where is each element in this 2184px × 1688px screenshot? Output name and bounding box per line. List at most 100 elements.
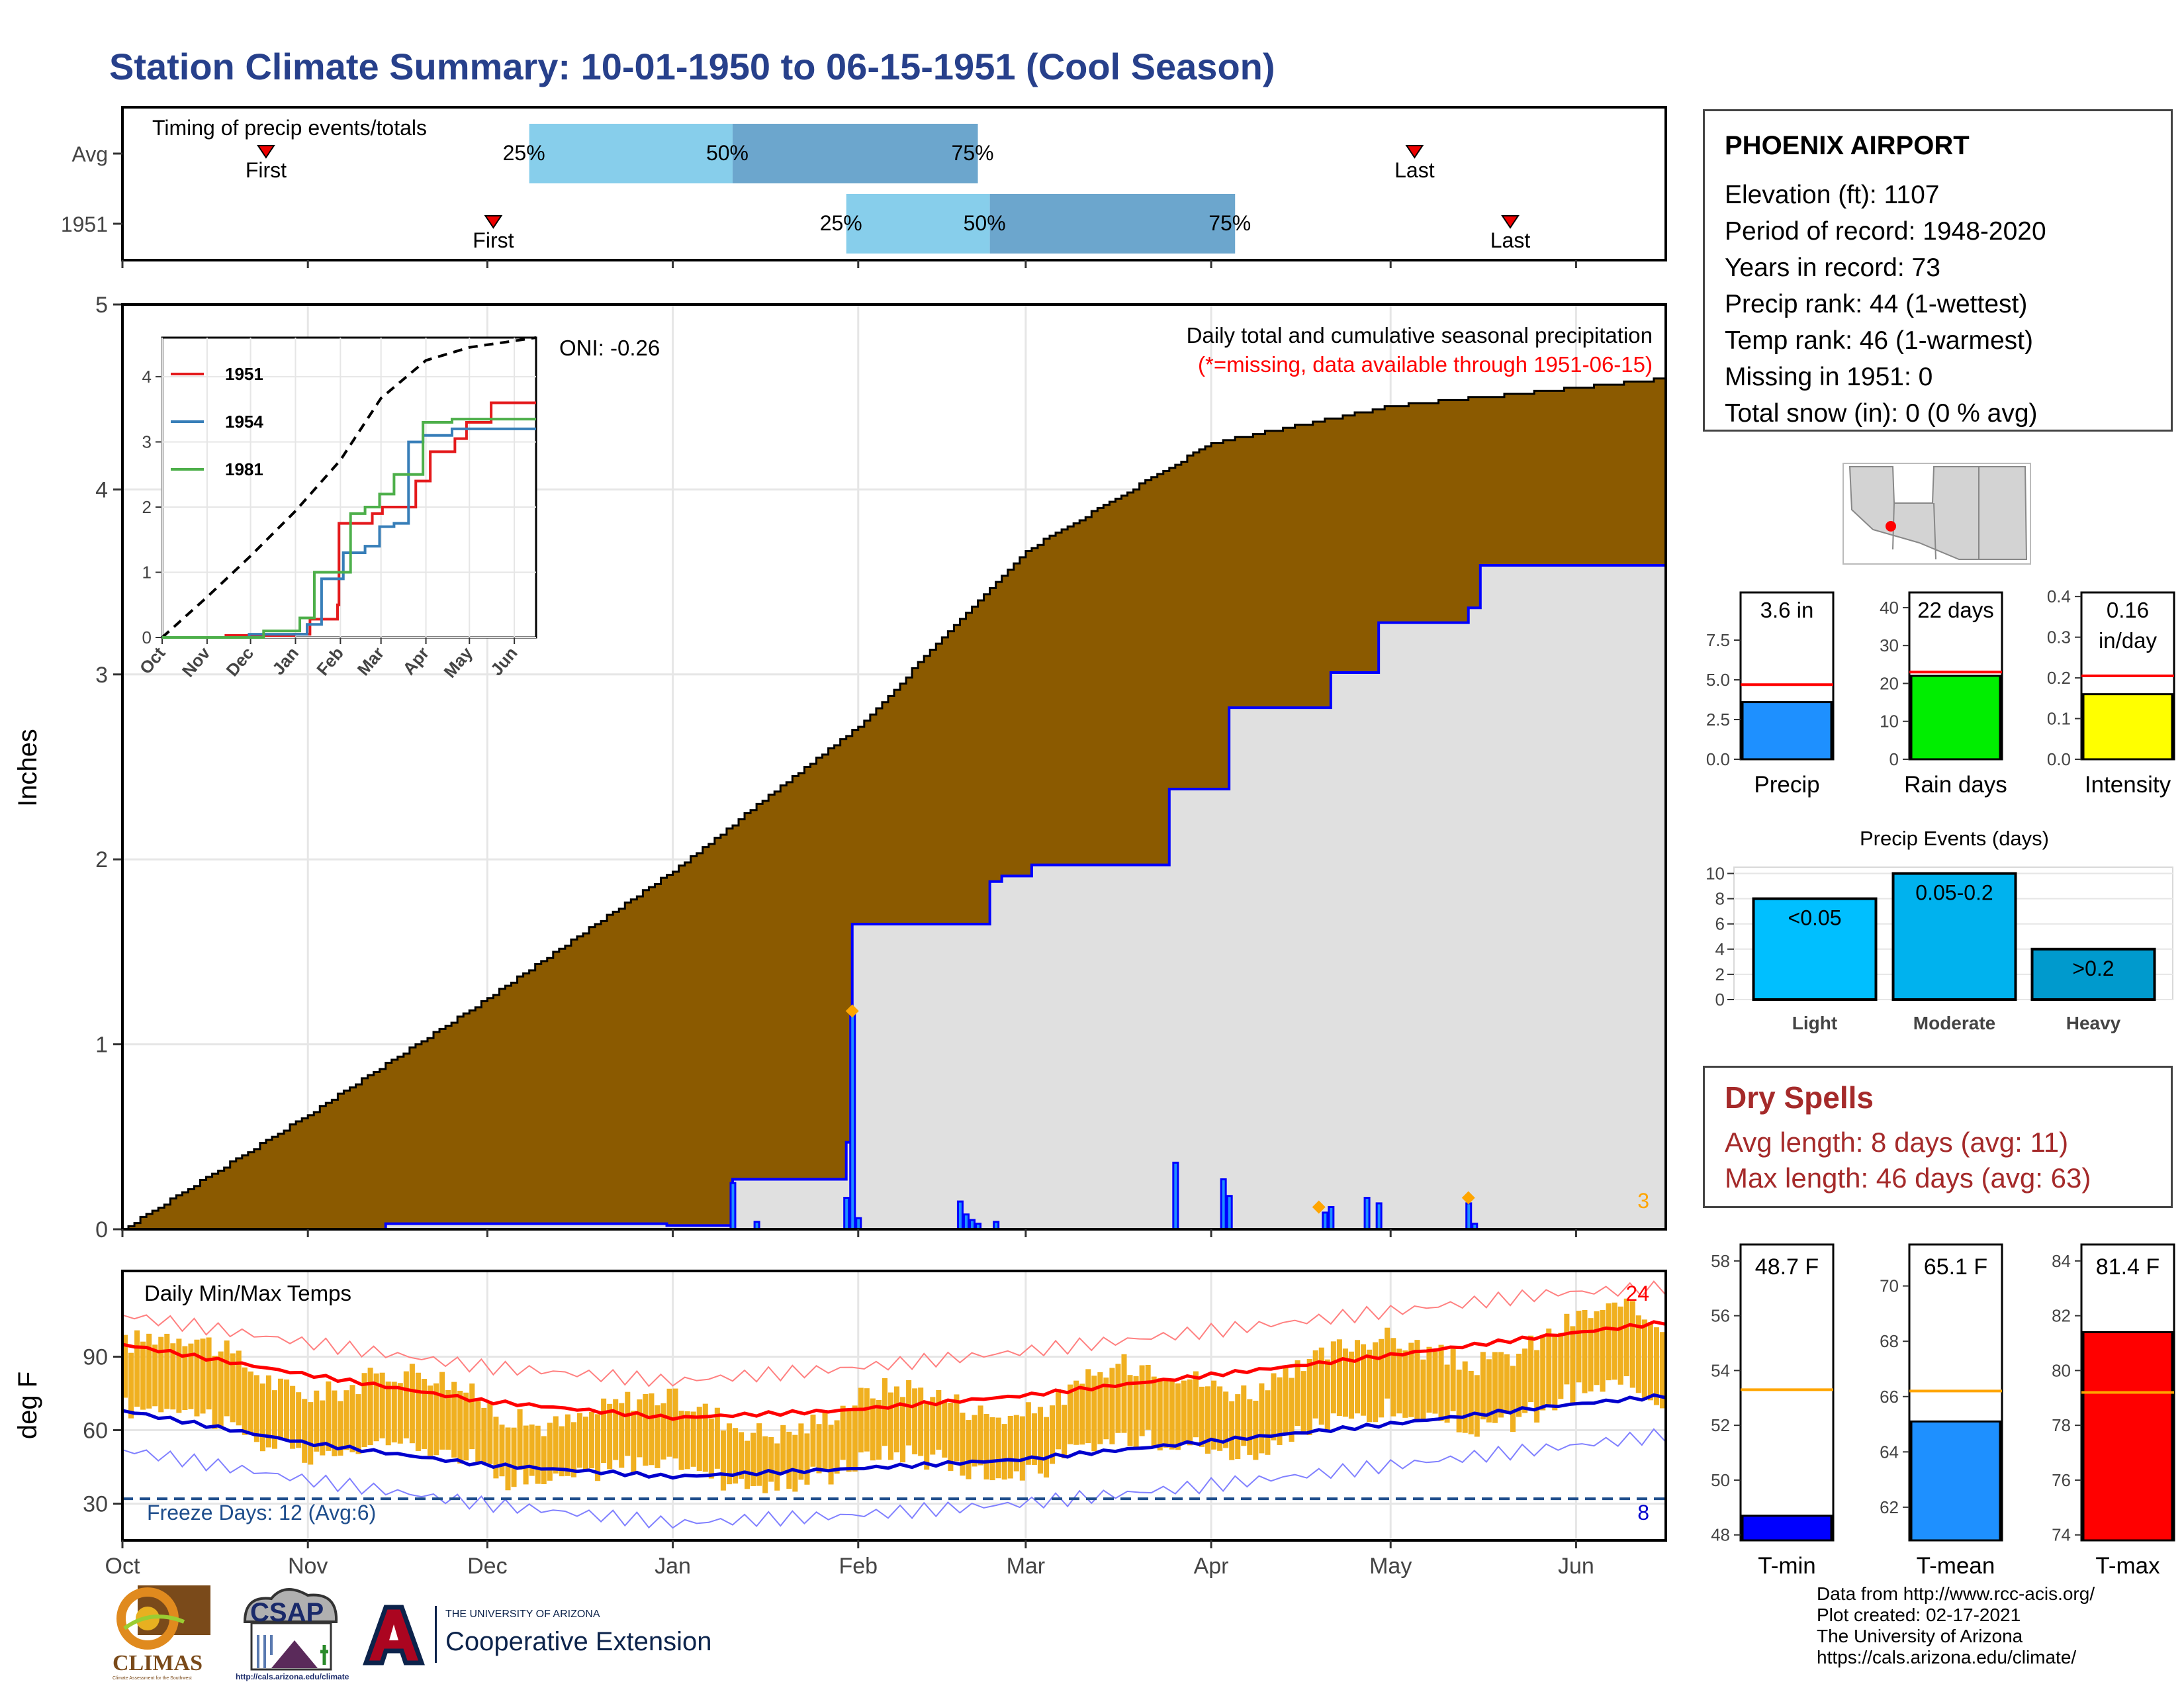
daily-temp-bar <box>1456 1370 1462 1432</box>
first-event-label: First <box>246 158 287 182</box>
daily-temp-bar <box>379 1372 385 1438</box>
daily-temp-bar <box>1564 1313 1570 1385</box>
daily-temp-bar <box>858 1387 864 1453</box>
month-label-Dec: Dec <box>467 1554 507 1579</box>
daily-temp-bar <box>1522 1348 1528 1413</box>
timing-label-50pct: 50% <box>706 141 749 165</box>
inset-ytick-label: 2 <box>142 497 152 517</box>
month-label-Nov: Nov <box>288 1554 328 1579</box>
temp-mean-ytick-label: 64 <box>1880 1442 1899 1462</box>
daily-temp-bar <box>1540 1335 1546 1411</box>
footer-data-source: Data from http://www.rcc-acis.org/ <box>1817 1583 2095 1604</box>
daily-temp-bar <box>308 1402 314 1465</box>
daily-temp-bar <box>1510 1366 1516 1432</box>
daily-temp-bar <box>170 1343 176 1410</box>
stat-bar-Precip <box>1741 701 1833 761</box>
temp-mean-ytick-label: 56 <box>1711 1306 1730 1326</box>
inset-legend-label-1951: 1951 <box>225 364 263 384</box>
daily-temp-bar <box>529 1424 535 1476</box>
daily-temp-bar <box>230 1353 236 1423</box>
daily-temp-bar <box>1073 1380 1079 1445</box>
precip-ytick-label: 5 <box>95 293 108 318</box>
dry-spells-max: Max length: 46 days (avg: 63) <box>1725 1162 2091 1194</box>
daily-temp-bar <box>457 1390 463 1464</box>
daily-temp-bar <box>972 1415 978 1467</box>
daily-temp-bar <box>930 1397 936 1455</box>
daily-precip-bar <box>969 1219 976 1231</box>
daily-temp-bar <box>367 1368 373 1446</box>
obs-cumulative-precip-line <box>122 563 1666 1231</box>
daily-temp-bar <box>415 1372 421 1451</box>
timing-panel-label: Timing of precip events/totals <box>152 116 427 140</box>
daily-temp-bar <box>278 1378 284 1438</box>
daily-temp-bar <box>517 1409 523 1470</box>
daily-temp-bar <box>1056 1389 1062 1450</box>
daily-temp-bar <box>152 1344 158 1407</box>
daily-temp-bar <box>894 1386 900 1453</box>
daily-precip-bar <box>962 1213 970 1231</box>
daily-temp-bar <box>1594 1311 1600 1385</box>
daily-temp-bar <box>589 1411 595 1469</box>
daily-temp-bar <box>361 1373 367 1448</box>
daily-temp-bar <box>601 1398 607 1464</box>
daily-temp-bar <box>1402 1350 1408 1418</box>
daily-temp-bar <box>780 1425 786 1474</box>
month-label-Apr: Apr <box>1194 1554 1229 1579</box>
daily-temp-bar <box>1199 1386 1205 1447</box>
daily-temp-bar <box>1050 1405 1056 1464</box>
stat-ytick-label: 0.2 <box>2047 668 2071 688</box>
daily-temp-bar <box>1385 1327 1390 1399</box>
daily-temp-bar <box>1612 1302 1617 1380</box>
station-precip-rank: Precip rank: 44 (1-wettest) <box>1725 290 2028 318</box>
precip-events-category-Moderate: Moderate <box>1913 1013 1995 1033</box>
dry-spells-box: Dry Spells Avg length: 8 days (avg: 11) … <box>1703 1066 2173 1208</box>
csap-wordmark: CSAP <box>250 1598 324 1627</box>
daily-temp-bar <box>1444 1364 1450 1423</box>
daily-temp-bar <box>1420 1359 1426 1420</box>
last-event-marker-icon <box>1405 145 1424 159</box>
temp-panel-title: Daily Min/Max Temps <box>144 1281 351 1305</box>
daily-temp-bar <box>1504 1354 1510 1414</box>
daily-temp-bar <box>732 1428 738 1484</box>
daily-temp-bar <box>1629 1301 1635 1388</box>
oni-label: ONI: -0.26 <box>559 336 660 360</box>
station-name: PHOENIX AIRPORT <box>1725 131 1970 160</box>
temp-mean-ytick-label: 82 <box>2052 1306 2071 1326</box>
last-event-marker-icon <box>1501 215 1520 229</box>
daily-temp-bar <box>1068 1384 1073 1444</box>
daily-temp-bar <box>1570 1326 1576 1403</box>
daily-temp-bar <box>1312 1350 1318 1419</box>
daily-temp-bar <box>846 1409 852 1472</box>
temp-mean-value-T-max: 81.4 F <box>2096 1254 2160 1280</box>
timing-row-label-Avg: Avg <box>71 142 108 166</box>
daily-temp-bar <box>1438 1344 1444 1421</box>
daily-temp-bar <box>906 1380 912 1446</box>
daily-temp-bar <box>1606 1303 1612 1381</box>
daily-temp-bar <box>887 1392 893 1460</box>
daily-temp-bar <box>236 1350 242 1426</box>
daily-temp-bar <box>655 1405 660 1468</box>
daily-temp-bar <box>864 1388 870 1452</box>
dry-spells-title: Dry Spells <box>1725 1080 1874 1115</box>
daily-temp-bar <box>995 1417 1001 1479</box>
record-low-count: 8 <box>1637 1501 1649 1524</box>
daily-precip-bar <box>729 1182 737 1231</box>
daily-temp-bar <box>1486 1359 1492 1423</box>
daily-temp-bar <box>828 1425 834 1485</box>
inset-series-1981 <box>162 418 536 639</box>
daily-temp-bar <box>326 1381 332 1451</box>
daily-temp-bar <box>314 1390 320 1452</box>
record-min-line <box>122 1428 1666 1529</box>
temp-ytick-label: 90 <box>83 1345 108 1370</box>
month-label-May: May <box>1369 1554 1412 1579</box>
page-title: Station Climate Summary: 10-01-1950 to 0… <box>109 46 1275 87</box>
daily-temp-bar <box>978 1405 983 1466</box>
temp-mean-ytick-label: 76 <box>2052 1470 2071 1490</box>
daily-temp-bar <box>948 1403 954 1472</box>
daily-temp-bar <box>918 1387 924 1456</box>
footer-plot-created: Plot created: 02-17-2021 <box>1817 1605 2021 1625</box>
daily-temp-bar <box>840 1405 846 1460</box>
dry-spells-avg: Avg length: 8 days (avg: 11) <box>1725 1127 2069 1158</box>
temp-mean-ytick-label: 68 <box>1880 1331 1899 1351</box>
daily-temp-bar <box>816 1424 822 1474</box>
